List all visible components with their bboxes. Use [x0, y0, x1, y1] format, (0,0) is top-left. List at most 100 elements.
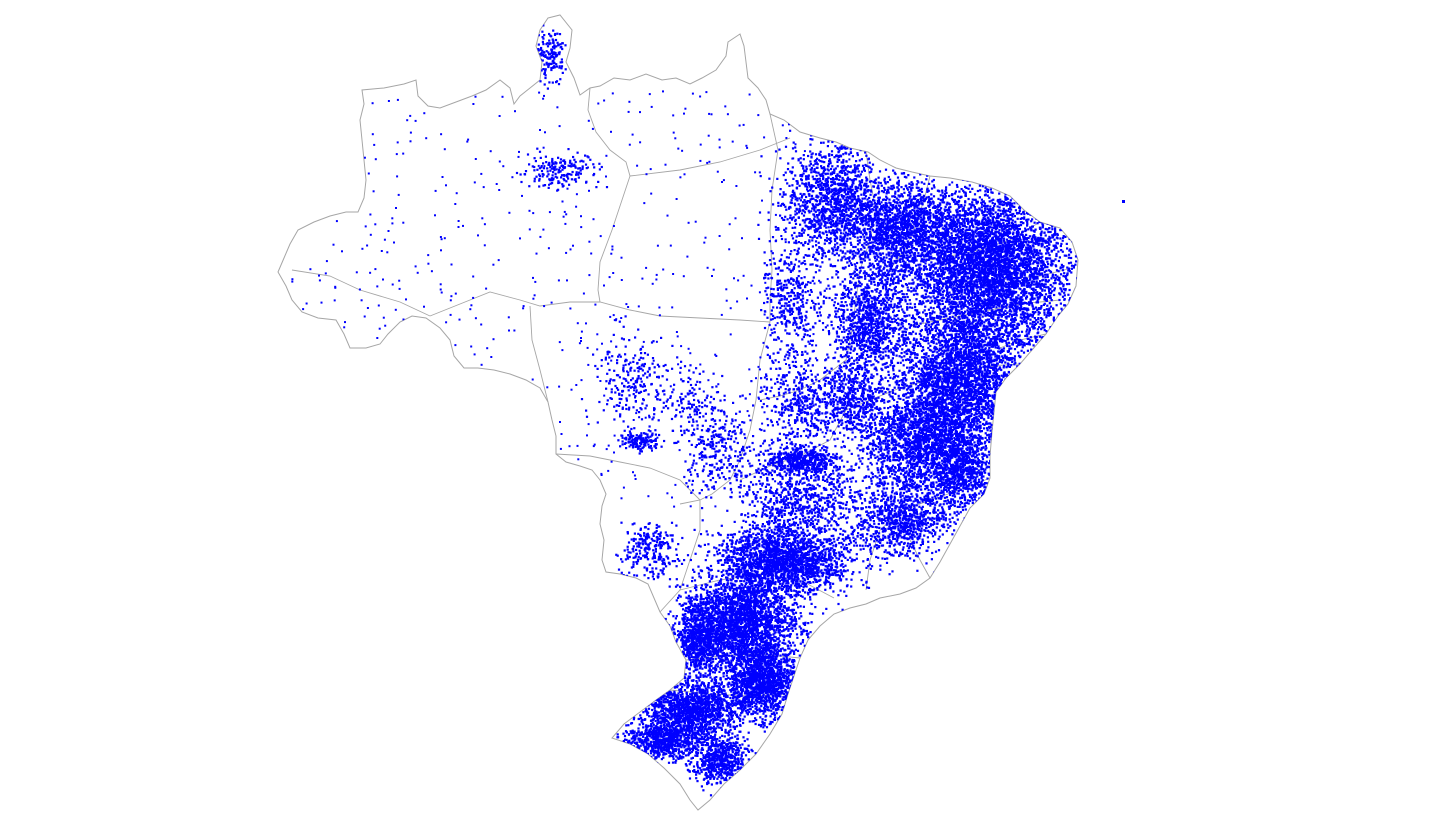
location-point: [1001, 173, 1004, 176]
location-point: [979, 323, 982, 326]
location-point: [970, 217, 973, 220]
location-point: [954, 190, 957, 193]
location-point: [908, 273, 911, 277]
location-point: [1068, 282, 1071, 286]
location-point: [935, 279, 938, 282]
points-layer: [290, 24, 1099, 797]
location-point: [1053, 289, 1056, 292]
location-point: [958, 301, 961, 305]
location-point: [1046, 189, 1049, 192]
location-point: [939, 265, 942, 268]
location-point: [962, 306, 965, 309]
location-point: [968, 270, 972, 273]
location-point: [990, 242, 993, 245]
location-point: [1043, 289, 1046, 292]
location-point: [943, 220, 946, 223]
location-point: [1043, 311, 1046, 314]
location-point: [1040, 194, 1043, 197]
location-point: [994, 275, 997, 278]
location-point: [977, 278, 981, 281]
location-point: [984, 190, 987, 193]
location-point: [929, 203, 932, 207]
location-point: [1013, 260, 1016, 263]
location-point: [1062, 223, 1065, 226]
location-point: [936, 259, 939, 262]
location-point: [974, 213, 977, 216]
location-point: [961, 280, 964, 283]
location-point: [1097, 225, 1099, 227]
location-point: [1076, 227, 1078, 230]
location-point: [1012, 233, 1015, 236]
location-point: [986, 314, 989, 317]
location-point: [1013, 205, 1016, 208]
location-point: [925, 273, 928, 276]
location-point: [1039, 171, 1042, 174]
location-point: [932, 295, 935, 298]
location-point: [928, 291, 931, 294]
location-point: [1059, 302, 1062, 305]
location-point: [1038, 291, 1041, 295]
location-point: [1028, 292, 1031, 295]
location-point: [971, 304, 974, 308]
location-point: [1039, 211, 1042, 214]
location-point: [1047, 279, 1051, 282]
location-point: [1087, 241, 1089, 243]
location-point: [1029, 336, 1032, 339]
location-point: [971, 233, 974, 236]
location-point: [1046, 363, 1049, 366]
location-point: [981, 203, 984, 206]
location-point: [998, 203, 1001, 206]
location-point: [971, 294, 974, 297]
location-point: [920, 328, 923, 332]
location-point: [915, 298, 918, 301]
location-point: [1044, 364, 1047, 367]
location-point: [1052, 316, 1055, 319]
location-point: [926, 299, 930, 302]
location-point: [971, 224, 974, 228]
location-point: [1060, 290, 1063, 293]
location-point: [1018, 398, 1021, 401]
location-point: [1015, 260, 1018, 263]
location-point: [987, 287, 991, 290]
location-point: [1057, 270, 1060, 273]
location-point: [1055, 254, 1058, 258]
location-point: [1027, 251, 1030, 254]
location-point: [1021, 366, 1024, 369]
location-point: [1007, 324, 1010, 327]
location-point: [1024, 252, 1027, 255]
location-point: [1057, 250, 1060, 253]
location-point: [1008, 232, 1011, 235]
location-point: [938, 277, 942, 281]
location-point: [974, 159, 977, 162]
location-point: [950, 296, 953, 299]
location-point: [1059, 316, 1062, 319]
location-point: [1063, 272, 1066, 275]
location-point: [925, 277, 928, 280]
location-point: [944, 310, 947, 313]
location-point: [1052, 235, 1055, 238]
location-point: [1043, 209, 1046, 212]
location-point: [983, 311, 986, 315]
location-point: [977, 231, 980, 234]
location-point: [1001, 260, 1004, 263]
location-point: [984, 205, 987, 208]
location-point: [1043, 231, 1046, 234]
location-point: [999, 267, 1002, 270]
location-point: [1095, 235, 1097, 237]
location-point: [997, 212, 1000, 215]
location-point: [966, 262, 969, 265]
location-point: [960, 245, 963, 248]
location-point: [1037, 207, 1040, 210]
location-point: [1028, 343, 1031, 346]
location-point: [994, 329, 997, 332]
location-point: [1033, 248, 1036, 251]
location-point: [977, 311, 980, 314]
location-point: [1054, 279, 1057, 282]
location-point: [955, 200, 958, 203]
location-point: [997, 165, 1001, 168]
location-point: [964, 269, 967, 272]
location-point: [1066, 274, 1069, 277]
location-point: [895, 147, 898, 150]
location-point: [959, 295, 962, 298]
location-point: [1035, 268, 1038, 272]
